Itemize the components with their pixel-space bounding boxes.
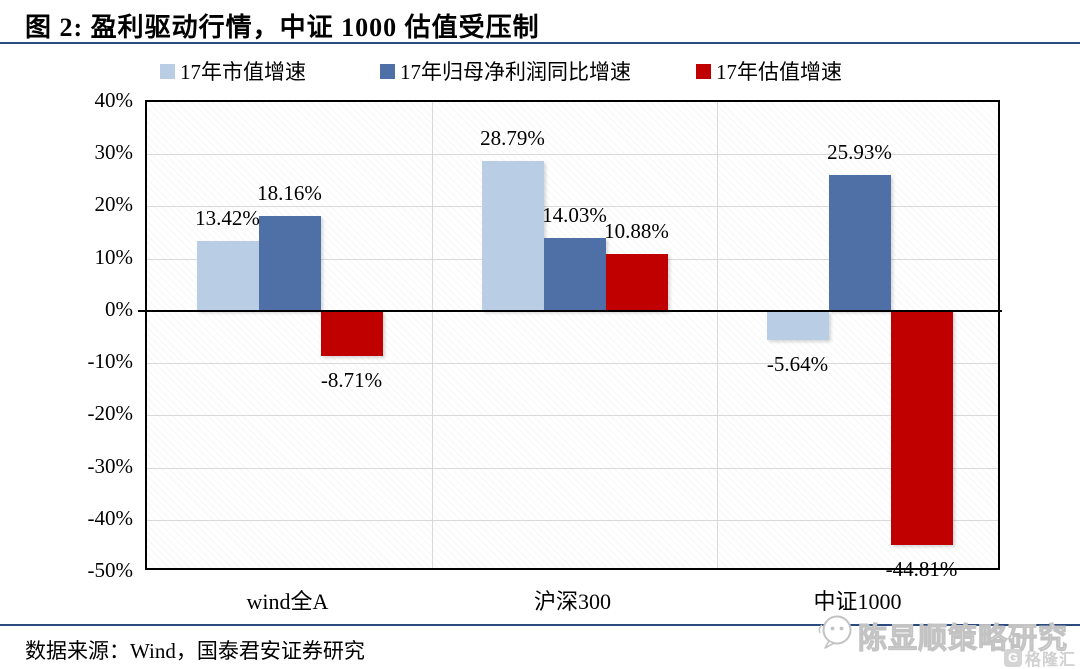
y-axis-tick-label: -30% [87, 453, 134, 478]
source-note: 数据来源：Wind，国泰君安证券研究 [25, 639, 365, 663]
legend-item: 17年估值增速 [696, 56, 842, 86]
gridline-vertical [717, 102, 718, 568]
legend-label: 17年估值增速 [716, 60, 842, 84]
y-axis-tick-label: -40% [87, 505, 134, 530]
y-axis-tick-label: -50% [87, 558, 134, 582]
gridline-horizontal [147, 206, 998, 208]
bar-value-label: 28.79% [480, 125, 545, 150]
bar [605, 254, 668, 311]
watermark: 陈显顺策略研究 [818, 613, 1068, 658]
legend-swatch-icon [696, 63, 711, 79]
gelonghui-logo-text: 格隆汇 [1025, 652, 1077, 669]
y-axis-tick-label: 10% [94, 244, 134, 269]
bar [543, 237, 606, 311]
legend-swatch-icon [160, 63, 175, 79]
gridline-vertical [432, 102, 433, 568]
bar [320, 310, 383, 357]
legend-label: 17年市值增速 [180, 60, 306, 84]
bar [481, 160, 544, 311]
chart-legend: 17年市值增速 17年归母净利润同比增速 17年估值增速 [0, 56, 1080, 86]
bar-value-label: -44.81% [885, 556, 958, 581]
bar-value-label: 10.88% [604, 219, 669, 244]
y-axis-tick-label: 20% [94, 192, 134, 217]
x-axis-category-label: 中证1000 [813, 589, 902, 614]
legend-swatch-icon [380, 63, 395, 79]
gridline-horizontal [147, 154, 998, 156]
y-axis-tick-label: 30% [94, 140, 134, 165]
bar-value-label: 18.16% [257, 181, 322, 206]
figure-title: 图 2: 盈利驱动行情，中证 1000 估值受压制 [25, 13, 540, 42]
bar [828, 175, 891, 311]
title-divider-line [0, 42, 1080, 44]
bar-value-label: 13.42% [195, 205, 260, 230]
bar-value-label: -5.64% [766, 352, 829, 377]
gridline-horizontal [147, 363, 998, 365]
gelonghui-logo: G 格隆汇 [1004, 646, 1076, 669]
gridline-horizontal [147, 467, 998, 469]
footer-divider-line [0, 624, 1080, 626]
x-axis-category-label: wind全A [246, 589, 329, 614]
x-axis-category-label: 沪深300 [533, 589, 611, 614]
gridline-horizontal [147, 415, 998, 417]
legend-item: 17年归母净利润同比增速 [380, 56, 631, 86]
legend-label: 17年归母净利润同比增速 [400, 60, 631, 84]
bar [196, 240, 259, 311]
gridline-horizontal [147, 519, 998, 521]
y-axis-tick-label: -10% [87, 349, 134, 374]
bar-value-label: 14.03% [542, 202, 607, 227]
gelonghui-icon: G [1004, 649, 1022, 667]
y-axis-tick-label: -20% [87, 401, 134, 426]
bar-value-label: 25.93% [827, 140, 892, 165]
wechat-bubble-icon [818, 613, 854, 658]
bar [258, 216, 321, 311]
watermark-text: 陈显顺策略研究 [857, 622, 1069, 655]
y-axis-tick-label: 40% [94, 88, 134, 112]
legend-item: 17年市值增速 [160, 56, 306, 86]
zero-axis-line [138, 309, 1002, 312]
bar [766, 310, 829, 341]
y-axis-tick-label: 0% [105, 296, 133, 321]
bar-value-label: -8.71% [320, 368, 383, 393]
bar [890, 310, 953, 545]
plot-area: 13.42% 18.16% -8.71% 28.79% 14.03% 10.88% -5.6… [138, 100, 1002, 580]
